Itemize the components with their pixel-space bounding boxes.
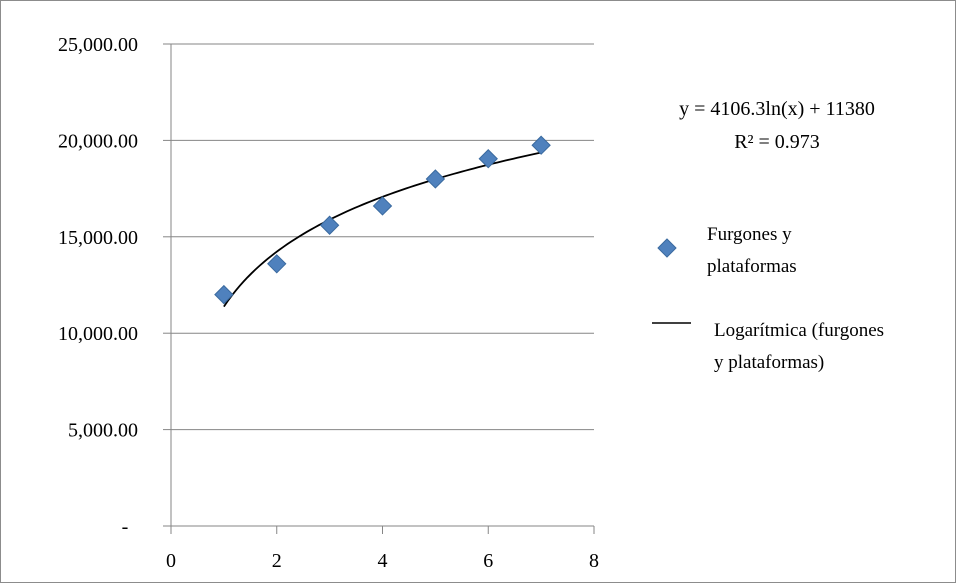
x-tick-label-3: 6 (483, 550, 493, 572)
x-tick-label-4: 8 (589, 550, 599, 572)
data-point-4 (372, 196, 393, 216)
data-point-3 (319, 215, 340, 235)
data-point-1 (214, 284, 234, 305)
y-tick-label-1: 5,000.00 (68, 420, 138, 442)
y-tick-label-3: 15,000.00 (58, 227, 138, 249)
x-tick-label-0: 0 (166, 550, 176, 572)
legend: Furgones y plataformas Logarítmica (furg… (652, 224, 884, 373)
x-tick-labels: 0 2 4 6 8 (166, 550, 599, 572)
legend-label-series-2a: Logarítmica (furgones (714, 320, 884, 341)
data-point-5 (425, 169, 446, 189)
data-point-7 (531, 135, 551, 155)
y-tick-label-2: 10,000.00 (58, 323, 138, 345)
legend-label-series-1a: Furgones y (707, 224, 792, 245)
y-tick-label-5: 25,000.00 (58, 34, 138, 56)
x-tick-label-1: 2 (272, 550, 282, 572)
gridlines (171, 43, 594, 431)
legend-marker-scatter (657, 238, 677, 258)
data-point-6 (478, 149, 498, 169)
legend-label-series-1b: plataformas (707, 256, 797, 277)
y-tick-label-4: 20,000.00 (58, 130, 138, 152)
data-points (214, 135, 551, 305)
y-tick-label-0: - (122, 516, 129, 538)
y-tick-labels: - 5,000.00 10,000.00 15,000.00 20,000.00 25,0… (58, 34, 138, 538)
data-point-2 (267, 254, 287, 274)
trendline-r-squared: R² = 0.973 (734, 131, 820, 153)
axes (163, 43, 595, 534)
trendline (223, 151, 542, 308)
legend-label-series-2b: y plataformas) (714, 352, 824, 373)
x-tick-label-2: 4 (378, 550, 388, 572)
trendline-equation: y = 4106.3ln(x) + 11380 (679, 98, 875, 120)
trendline-curve (223, 151, 542, 308)
trendline-annotation: y = 4106.3ln(x) + 11380 R² = 0.973 (679, 98, 875, 153)
